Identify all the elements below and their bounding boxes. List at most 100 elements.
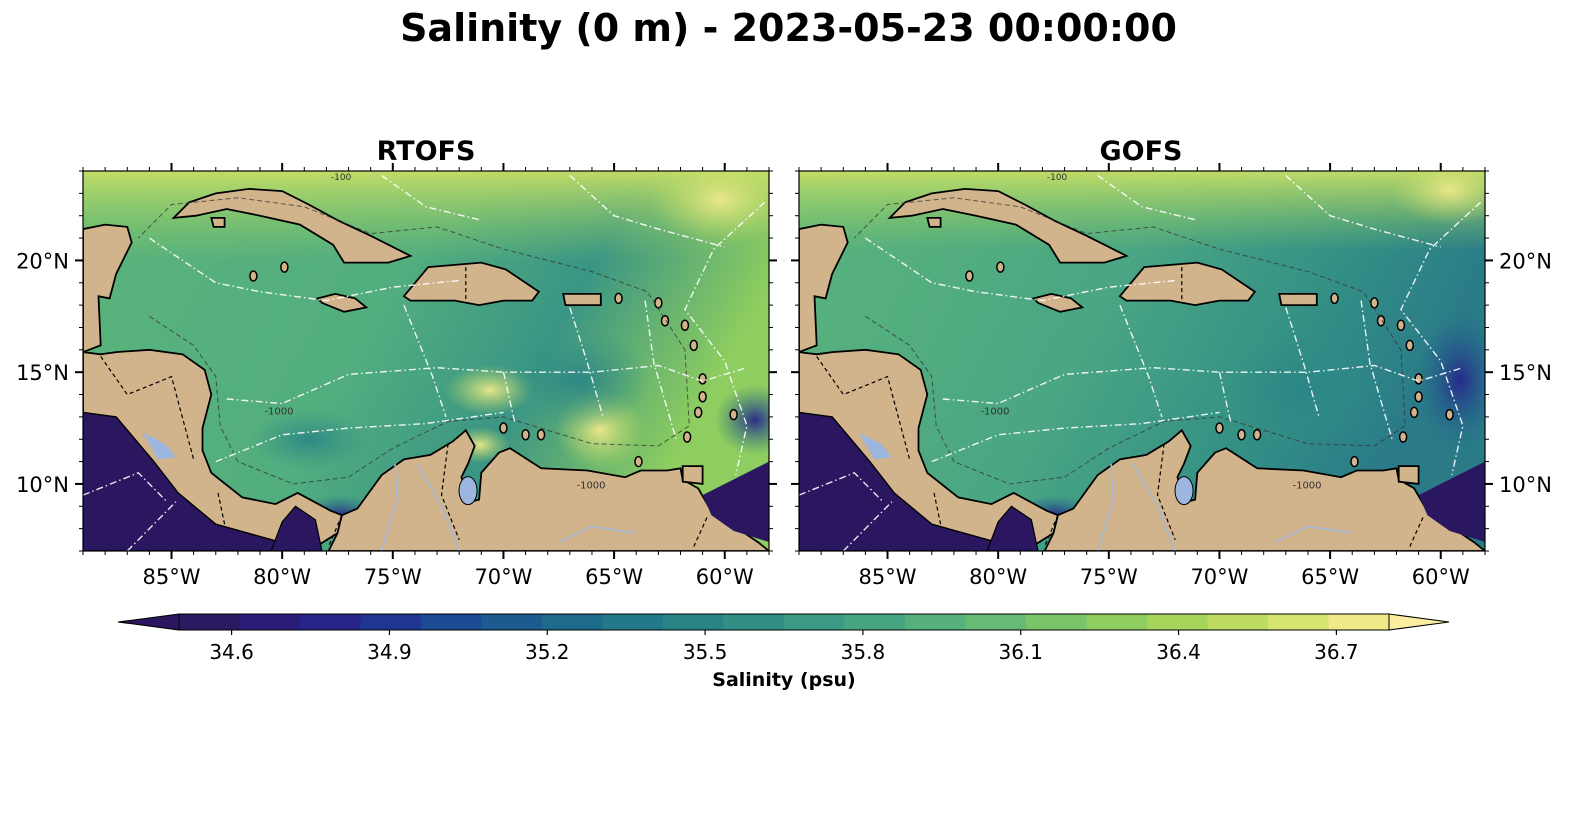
small-island	[521, 429, 530, 441]
boundary-line	[1285, 174, 1441, 248]
x-tick-label: 85°W	[143, 565, 201, 589]
country-border	[816, 356, 911, 460]
land-trinidad	[681, 465, 704, 485]
boundary-line	[569, 307, 604, 418]
boundary-line	[1400, 201, 1482, 476]
river	[1096, 463, 1115, 551]
bathymetry-contour-label: -1000	[980, 407, 1009, 418]
y-tick-label: 15°N	[16, 361, 69, 385]
gulf-of-panama	[986, 505, 1039, 551]
boundary-line	[83, 471, 168, 503]
colorbar-segment	[965, 614, 1027, 630]
land-puerto-rico	[1278, 293, 1318, 306]
boundary-line	[1360, 300, 1393, 440]
salinity-low-patch	[1415, 310, 1485, 450]
x-tick-label: 60°W	[696, 565, 754, 589]
land-hispaniola	[1118, 261, 1257, 307]
colorbar-segment	[1147, 614, 1208, 630]
small-island	[698, 391, 707, 403]
land-isla-juventud	[926, 217, 942, 228]
boundary-line	[842, 501, 893, 551]
river	[1274, 525, 1353, 543]
colorbar-tick-label: 35.2	[525, 640, 570, 664]
colorbar-tick-label: 36.4	[1156, 640, 1201, 664]
small-island	[698, 373, 707, 385]
small-island	[499, 422, 508, 434]
colorbar-segment	[844, 614, 906, 630]
land-cuba	[887, 187, 1129, 264]
land-jamaica	[315, 292, 369, 313]
bathymetry-contour-label: -100	[1047, 173, 1068, 183]
small-island	[634, 455, 643, 468]
river	[380, 463, 399, 551]
small-island	[1376, 315, 1386, 327]
colorbar-segment	[360, 614, 422, 630]
small-island	[1370, 297, 1379, 309]
country-border	[328, 514, 343, 547]
colorbar-segment	[1207, 614, 1269, 630]
small-island	[1405, 339, 1415, 352]
y-tick-label: 10°N	[1499, 473, 1552, 497]
small-island	[729, 408, 738, 421]
colorbar-tick-label: 36.1	[998, 640, 1043, 664]
small-island	[654, 297, 663, 309]
figure-title: Salinity (0 m) - 2023-05-23 00:00:00	[400, 6, 1177, 50]
small-island	[1409, 406, 1419, 419]
x-tick-label: 70°W	[474, 565, 532, 589]
boundary-line	[1097, 174, 1198, 221]
country-border	[1044, 514, 1059, 547]
panel-title-rtofs: RTOFS	[376, 136, 476, 167]
small-island	[1330, 292, 1339, 305]
x-tick-label: 80°W	[253, 565, 311, 589]
land-hispaniola	[402, 261, 541, 307]
x-tick-label: 85°W	[859, 565, 917, 589]
colorbar-frame	[178, 613, 1390, 631]
colorbar-segment	[1086, 614, 1148, 630]
land-cuba	[171, 187, 413, 264]
small-island	[693, 406, 703, 419]
country-border	[1409, 517, 1424, 547]
small-island	[1396, 319, 1406, 331]
country-border	[693, 517, 708, 547]
small-island	[1215, 422, 1224, 434]
boundary-line	[226, 364, 748, 405]
lake-nicaragua	[858, 432, 892, 460]
boundary-line	[1218, 372, 1232, 422]
small-island	[1398, 431, 1408, 443]
x-tick-label: 70°W	[1190, 565, 1248, 589]
colorbar-segment	[784, 614, 845, 630]
colorbar: 34.6 34.9 35.2 35.5 35.8 36.1 36.4 36.7 Salinity…	[117, 613, 1450, 691]
y-tick-label: 10°N	[16, 473, 69, 497]
colorbar-segment	[905, 614, 966, 630]
bathymetry-contour-label: -1000	[264, 407, 293, 418]
colorbar-tick-label: 34.9	[367, 640, 412, 664]
boundary-line	[684, 201, 766, 476]
boundary-line	[1119, 304, 1163, 418]
colorbar-segment	[602, 614, 664, 630]
colorbar-segment	[1268, 614, 1329, 630]
colorbar-segment	[239, 614, 301, 630]
bathymetry-contour-label: -100	[331, 173, 352, 183]
small-island	[280, 261, 289, 273]
colorbar-segment	[663, 614, 724, 630]
country-border	[933, 492, 942, 525]
x-tick-label: 80°W	[969, 565, 1027, 589]
x-tick-label: 75°W	[1080, 565, 1138, 589]
land-yucatan	[83, 223, 133, 354]
gulf-of-panama	[270, 505, 323, 551]
boundary-line	[644, 300, 677, 440]
land-isla-juventud	[210, 217, 226, 228]
small-island	[614, 292, 623, 305]
atlantic-low-salinity-region	[702, 461, 769, 543]
small-island	[1414, 373, 1423, 385]
small-island	[1350, 455, 1359, 468]
colorbar-tick-label: 35.5	[683, 640, 728, 664]
map-axes: 85°W 80°W 75°W 70°W 65°W 60°W 20°N 15°N 10°N 85°W…	[16, 163, 1552, 589]
lake-nicaragua	[142, 432, 176, 460]
boundary-line	[569, 174, 725, 248]
boundary-line	[403, 304, 447, 418]
land-trinidad	[1397, 465, 1420, 485]
salinity-mid-patch	[1220, 330, 1380, 450]
